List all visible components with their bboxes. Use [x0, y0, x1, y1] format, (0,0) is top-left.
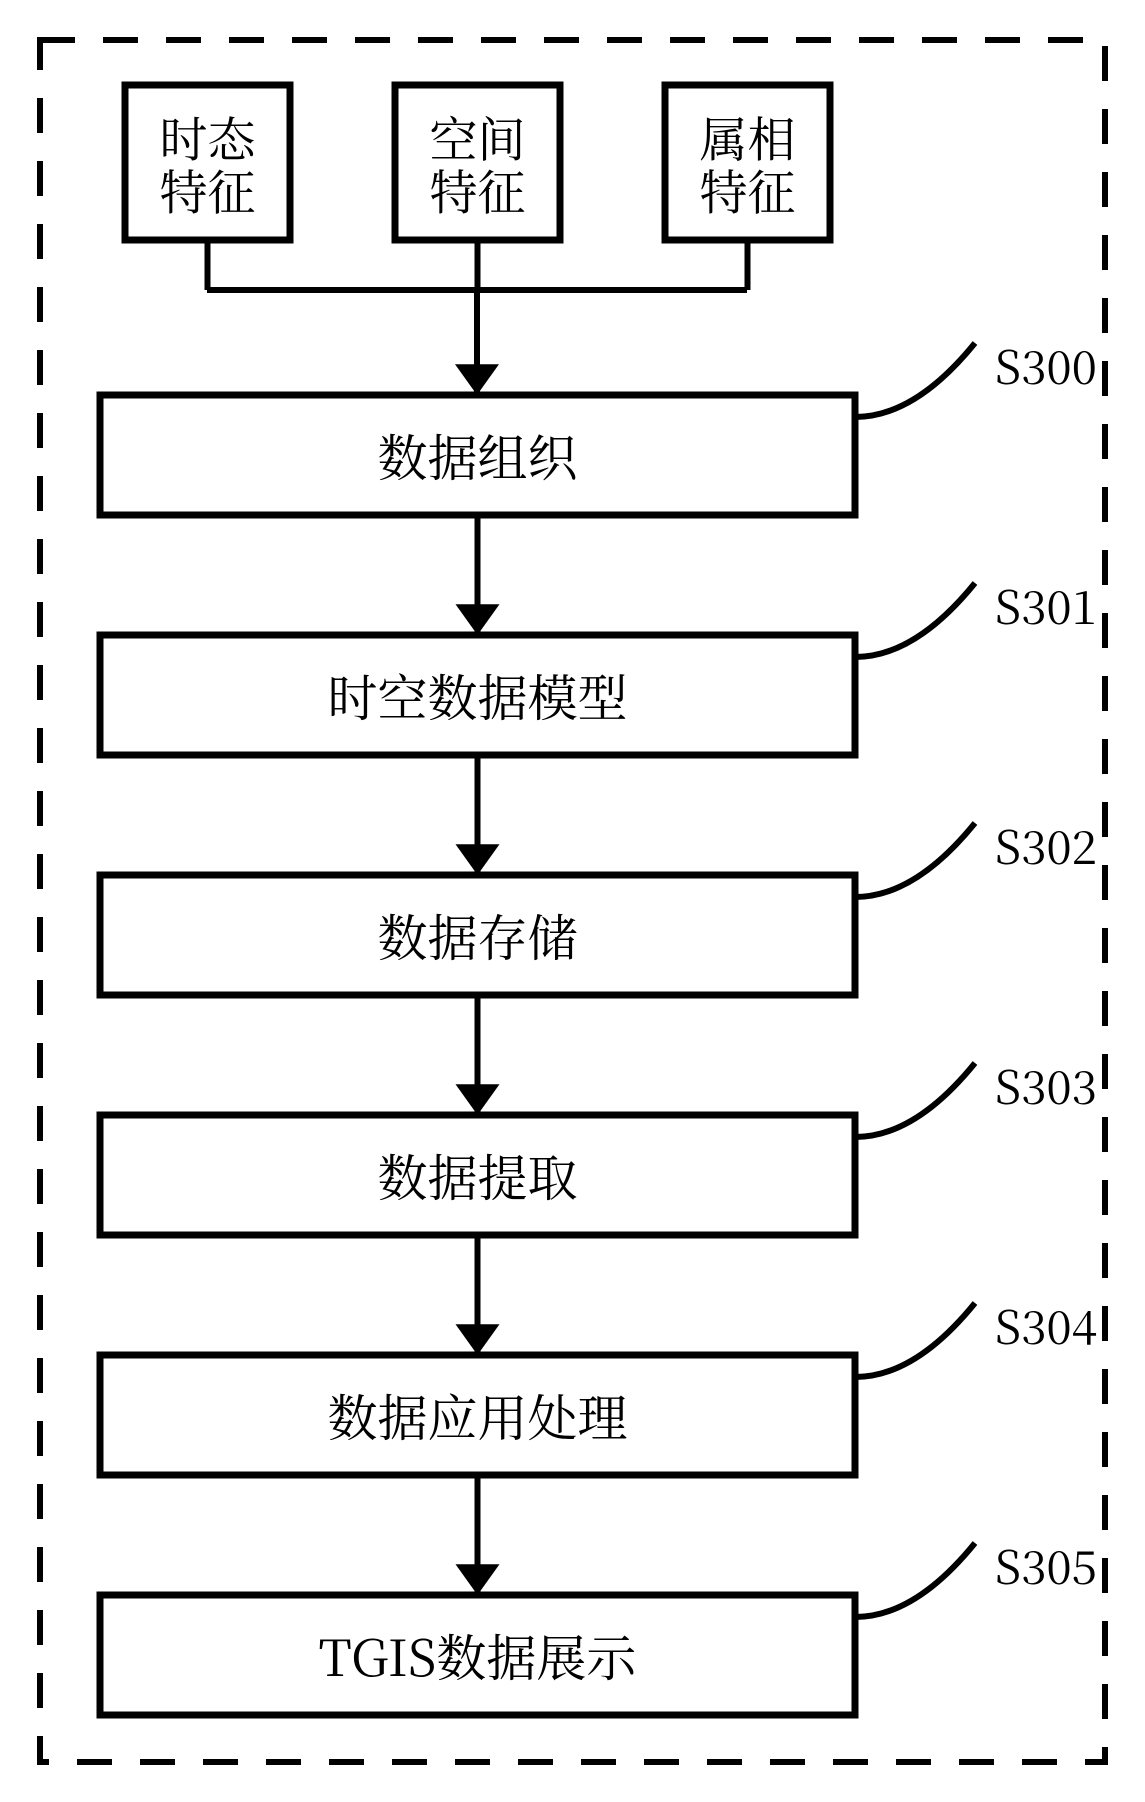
- step-label-s304: 数据应用处理: [328, 1379, 628, 1451]
- step-label-s305: TGIS数据展示: [319, 1619, 638, 1691]
- step-tag-s305: S305: [995, 1532, 1097, 1598]
- step-tag-s301: S301: [995, 572, 1097, 638]
- callout-curve-s301: [855, 583, 975, 657]
- arrow-s300-to-s301-arrowhead: [456, 604, 500, 635]
- callout-curve-s302: [855, 823, 975, 897]
- arrow-s302-to-s303-arrowhead: [456, 1084, 500, 1115]
- arrow-s301-to-s302-arrowhead: [456, 844, 500, 875]
- step-label-s302: 数据存储: [378, 899, 578, 971]
- arrow-merge-to-s300-arrowhead: [455, 364, 499, 395]
- input-label-n_temporal-l2: 特征: [159, 154, 255, 223]
- input-label-n_attribute-l2: 特征: [699, 154, 795, 223]
- input-label-n_spatial-l2: 特征: [429, 154, 525, 223]
- step-tag-s303: S303: [995, 1052, 1097, 1118]
- arrow-s303-to-s304-arrowhead: [456, 1324, 500, 1355]
- step-label-s301: 时空数据模型: [328, 659, 628, 731]
- callout-curve-s304: [855, 1303, 975, 1377]
- step-tag-s300: S300: [995, 332, 1097, 398]
- step-tag-s302: S302: [995, 812, 1097, 878]
- step-label-s303: 数据提取: [378, 1139, 578, 1211]
- step-label-s300: 数据组织: [378, 419, 580, 491]
- step-tag-s304: S304: [995, 1292, 1097, 1358]
- callout-curve-s305: [855, 1543, 975, 1617]
- callout-curve-s300: [855, 343, 975, 417]
- arrow-s304-to-s305-arrowhead: [456, 1564, 500, 1595]
- callout-curve-s303: [855, 1063, 975, 1137]
